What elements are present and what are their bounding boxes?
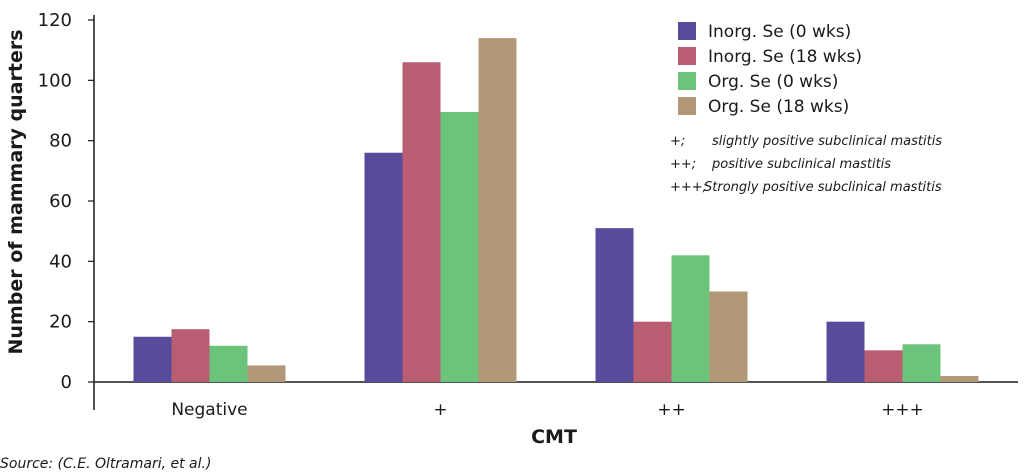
y-tick-label: 100 (38, 70, 72, 91)
bar (902, 344, 941, 382)
bar (133, 336, 172, 382)
bar (209, 345, 248, 382)
bar (864, 350, 903, 382)
x-tick-label: + (433, 400, 447, 420)
bar (940, 375, 979, 382)
y-axis-title: Number of mammary quarters (5, 29, 27, 354)
note-text: positive subclinical mastitis (711, 157, 891, 172)
legend-swatch (678, 72, 696, 90)
legend-label: Inorg. Se (18 wks) (708, 47, 862, 67)
note-symbol: ++; (670, 157, 696, 172)
legend-swatch (678, 47, 696, 65)
bar (440, 112, 479, 382)
bar (247, 365, 286, 382)
x-tick-label: ++ (657, 400, 686, 420)
bar (478, 38, 517, 382)
note-symbol: +++; (670, 180, 707, 195)
source-note: Source: (C.E. Oltramari, et al.) (0, 456, 211, 472)
legend: Inorg. Se (0 wks) Inorg. Se (18 wks) Org. … (678, 22, 862, 117)
y-tick-label: 40 (49, 251, 72, 272)
bar (402, 62, 441, 382)
y-tick-label: 20 (49, 312, 72, 333)
legend-label: Org. Se (0 wks) (708, 72, 838, 92)
legend-label: Inorg. Se (0 wks) (708, 22, 851, 42)
x-tick-label: +++ (881, 400, 924, 420)
legend-notes: +; slightly positive subclinical mastitis… (670, 134, 942, 195)
y-tick-label: 0 (61, 372, 72, 393)
bar (709, 291, 748, 382)
x-axis-title: CMT (531, 426, 577, 448)
legend-label: Org. Se (18 wks) (708, 97, 849, 117)
bar (171, 329, 210, 382)
x-tick-label: Negative (171, 400, 247, 420)
bar (364, 152, 403, 382)
y-tick-label: 80 (49, 131, 72, 152)
y-tick-label: 120 (38, 10, 72, 31)
bar (826, 321, 865, 382)
bar (671, 255, 710, 382)
bar (633, 321, 672, 382)
legend-swatch (678, 22, 696, 40)
note-symbol: +; (670, 134, 685, 149)
bar (595, 228, 634, 382)
note-text: Strongly positive subclinical mastitis (704, 180, 942, 195)
y-tick-label: 60 (49, 191, 72, 212)
note-text: slightly positive subclinical mastitis (712, 134, 942, 149)
bars (133, 38, 979, 382)
legend-swatch (678, 97, 696, 115)
